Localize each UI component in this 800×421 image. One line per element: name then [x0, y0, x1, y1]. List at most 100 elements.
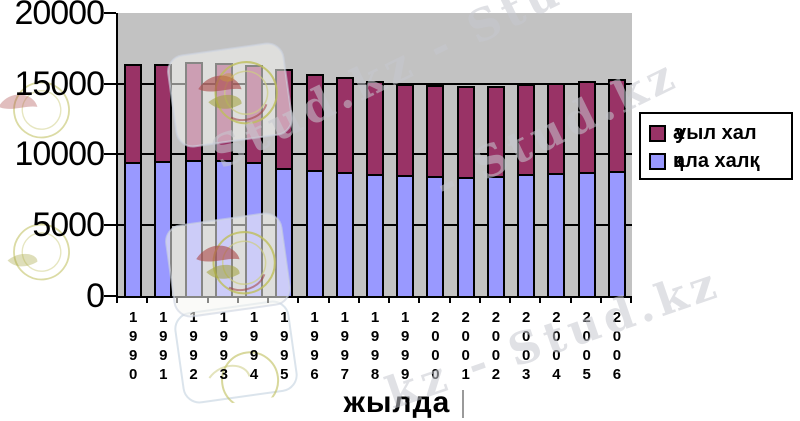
bar-column-1991 [148, 13, 178, 296]
bar-column-1993 [209, 13, 239, 296]
x-axis-labels: 1 9 9 0 1 9 9 1 1 9 9 2 1 9 9 3 1 9 9 4 1 9 9… [118, 308, 632, 384]
x-tick-16 [600, 296, 602, 303]
bar-segment-1991-rural [154, 64, 173, 163]
y-tick-20000 [104, 12, 116, 14]
bar-segment-2001-urban [456, 179, 475, 296]
bar-segment-2004-urban [547, 175, 566, 296]
bar-segment-1996-urban [305, 172, 324, 296]
x-tick-12 [479, 296, 481, 303]
x-tick-15 [570, 296, 572, 303]
x-tick-3 [207, 296, 209, 303]
plot-area [116, 13, 632, 298]
bar-column-1992 [178, 13, 208, 296]
x-tick-9 [388, 296, 390, 303]
bar-column-2006 [602, 13, 632, 296]
x-tick-6 [297, 296, 299, 303]
bar-segment-2005-rural [577, 81, 596, 174]
bar-segment-2000-urban [426, 178, 445, 296]
x-axis-label-1994: 1 9 9 4 [249, 309, 259, 383]
x-tick-7 [328, 296, 330, 303]
bar-segment-1998-urban [365, 176, 384, 296]
x-axis-label-2003: 2 0 0 3 [521, 309, 531, 383]
bar-segment-2002-rural [486, 86, 505, 178]
bar-segment-2005-urban [577, 174, 596, 296]
clipped-axis-title-character [462, 390, 464, 418]
bar-segment-2004-rural [547, 83, 566, 175]
bar-segment-1991-urban [154, 163, 173, 296]
stacked-bar-1993 [214, 63, 233, 296]
legend: ауыл хал қала халқ [639, 112, 793, 180]
bar-column-1990 [118, 13, 148, 296]
x-axis-label-1996: 1 9 9 6 [310, 309, 319, 383]
x-tick-0 [116, 296, 118, 303]
bar-segment-1997-rural [335, 77, 354, 174]
y-tick-5000 [104, 224, 116, 226]
bar-segment-1992-rural [184, 62, 203, 162]
bar-segment-1993-rural [214, 63, 233, 162]
bar-segment-1997-urban [335, 174, 354, 296]
stacked-bar-2002 [486, 86, 505, 296]
legend-label-urban: қала халқ [673, 150, 760, 172]
stacked-bar-1997 [335, 77, 354, 296]
x-axis-label-2001: 2 0 0 1 [461, 309, 470, 383]
bar-segment-1992-urban [184, 162, 203, 296]
bar-segment-1993-urban [214, 162, 233, 296]
stacked-bar-1996 [305, 74, 324, 296]
bar-segment-1994-rural [245, 65, 264, 164]
stacked-bar-2006 [607, 79, 626, 296]
bar-column-1995 [269, 13, 299, 296]
bar-segment-1999-urban [396, 177, 415, 296]
bar-segment-2000-rural [426, 85, 445, 178]
x-axis-title: жылда [343, 386, 451, 419]
x-axis-label-2004: 2 0 0 4 [552, 309, 561, 383]
y-axis-label-10000: 10000 [14, 135, 105, 173]
stacked-bar-2000 [426, 85, 445, 296]
stacked-bar-2005 [577, 81, 596, 296]
bar-segment-2006-rural [607, 79, 626, 173]
bar-segment-1994-urban [245, 164, 264, 296]
x-tick-14 [539, 296, 541, 303]
legend-item-urban: қала халқ [649, 147, 791, 175]
bar-segment-1990-rural [124, 64, 143, 164]
bar-segment-1995-urban [275, 170, 294, 296]
x-tick-13 [509, 296, 511, 303]
y-axis-label-0: 0 [86, 277, 105, 315]
x-axis-label-2000: 2 0 0 0 [431, 309, 440, 383]
x-tick-1 [146, 296, 148, 303]
y-axis-label-5000: 5000 [32, 206, 105, 244]
stacked-bar-1990 [124, 64, 143, 296]
bar-column-1999 [390, 13, 420, 296]
y-tick-0 [104, 295, 116, 297]
bar-segment-2001-rural [456, 86, 475, 179]
x-axis-label-1991: 1 9 9 1 [159, 309, 168, 383]
bar-column-2001 [451, 13, 481, 296]
bar-segment-1990-urban [124, 164, 143, 296]
bar-column-2002 [481, 13, 511, 296]
y-tick-10000 [104, 153, 116, 155]
bar-segment-1995-rural [275, 69, 294, 170]
x-axis-label-1998: 1 9 9 8 [370, 309, 380, 383]
x-axis-label-1993: 1 9 9 3 [219, 309, 228, 383]
bar-series-container [118, 13, 632, 296]
bar-segment-1996-rural [305, 74, 324, 172]
y-axis-label-15000: 15000 [14, 65, 105, 103]
x-axis-label-2002: 2 0 0 2 [491, 309, 501, 383]
bar-column-2005 [572, 13, 602, 296]
bar-column-2003 [511, 13, 541, 296]
legend-label-rural: ауыл хал [673, 122, 757, 144]
stacked-bar-1994 [245, 65, 264, 296]
x-axis-label-1999: 1 9 9 9 [401, 309, 410, 383]
stacked-bar-2003 [517, 84, 536, 296]
stacked-bar-1998 [365, 81, 384, 296]
bar-column-2004 [541, 13, 571, 296]
x-tick-2 [176, 296, 178, 303]
x-axis-label-1997: 1 9 9 7 [340, 309, 349, 383]
x-tick-10 [418, 296, 420, 303]
x-axis-label-1992: 1 9 9 2 [189, 309, 198, 383]
rural-series-swatch-icon [649, 124, 666, 142]
bar-column-1997 [330, 13, 360, 296]
x-tick-11 [449, 296, 451, 303]
bar-column-1994 [239, 13, 269, 296]
x-axis-label-2005: 2 0 0 5 [582, 309, 591, 383]
